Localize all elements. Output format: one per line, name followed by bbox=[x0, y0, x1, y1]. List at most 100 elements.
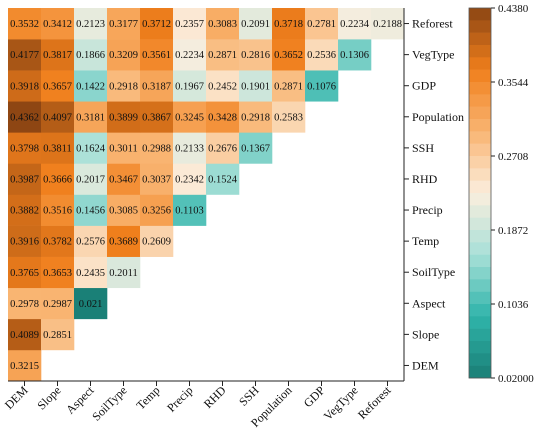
cell-value-label: 0.2435 bbox=[76, 268, 105, 279]
cell-value-label: 0.3882 bbox=[10, 206, 39, 217]
colorbar-tick-label: 0.4380 bbox=[498, 3, 529, 15]
heatmap-cell-gdp-vegtype bbox=[305, 39, 339, 71]
heatmap-cell-vegtype-reforest bbox=[338, 8, 372, 40]
heatmap-cells bbox=[8, 8, 405, 382]
heatmap-cell-slope-population bbox=[41, 101, 75, 133]
cell-value-label: 0.3181 bbox=[76, 112, 105, 123]
heatmap-cell-soiltype-temp bbox=[107, 225, 141, 257]
heatmap-cell-rhd-reforest bbox=[206, 8, 240, 40]
heatmap-cell-temp-ssh bbox=[140, 132, 174, 164]
heatmap-cell-slope-rhd bbox=[41, 163, 75, 195]
cell-value-label: 0.1076 bbox=[307, 81, 336, 92]
cell-value-label: 0.3532 bbox=[10, 19, 39, 30]
colorbar-band bbox=[469, 304, 491, 317]
heatmap-cell-slope-soiltype bbox=[41, 256, 75, 289]
colorbar-band bbox=[469, 242, 491, 255]
cell-value-label: 0.3657 bbox=[43, 81, 72, 92]
cell-value-label: 0.3467 bbox=[109, 175, 138, 186]
heatmap-cell-aspect-reforest bbox=[74, 8, 108, 40]
heatmap-cell-temp-precip bbox=[140, 194, 174, 226]
colorbar-band bbox=[469, 143, 491, 157]
column-label-temp: Temp bbox=[134, 383, 163, 412]
colorbar-band bbox=[469, 267, 491, 280]
heatmap-cell-population-vegtype bbox=[272, 39, 306, 71]
row-label-ssh: SSH bbox=[412, 141, 434, 155]
heatmap-cell-temp-population bbox=[140, 101, 174, 133]
cell-value-label: 0.3712 bbox=[142, 19, 171, 30]
colorbar-band bbox=[469, 217, 491, 231]
cell-value-label: 0.3918 bbox=[10, 81, 39, 92]
heatmap-cell-slope-slope bbox=[41, 318, 75, 351]
cell-value-label: 0.2357 bbox=[175, 19, 204, 30]
cell-value-label: 0.2234 bbox=[340, 19, 370, 30]
cell-value-label: 0.2871 bbox=[274, 81, 303, 92]
heatmap-cell-soiltype-precip bbox=[107, 194, 141, 226]
heatmap-cell-dem-vegtype bbox=[8, 39, 42, 71]
cell-value-label: 0.2816 bbox=[241, 50, 270, 61]
heatmap-cell-rhd-population bbox=[206, 101, 240, 133]
column-label-vegtype: VegType bbox=[321, 383, 361, 423]
heatmap-cell-dem-population bbox=[8, 101, 42, 133]
heatmap-cell-slope-reforest bbox=[41, 8, 75, 40]
heatmap-cell-soiltype-vegtype bbox=[107, 39, 141, 71]
cell-value-label: 0.3811 bbox=[43, 143, 72, 154]
colorbar-band bbox=[469, 168, 491, 181]
heatmap-cell-soiltype-reforest bbox=[107, 8, 141, 40]
heatmap-cell-rhd-rhd bbox=[206, 163, 240, 195]
heatmap-cell-precip-reforest bbox=[173, 8, 207, 40]
cell-value-label: 0.4177 bbox=[10, 50, 39, 61]
column-label-gdp: GDP bbox=[301, 383, 328, 410]
heatmap-cell-dem-aspect bbox=[8, 287, 42, 320]
cell-value-label: 0.2918 bbox=[109, 81, 138, 92]
heatmap-cell-dem-ssh bbox=[8, 132, 42, 164]
colorbar-band bbox=[469, 94, 491, 107]
cell-value-label: 0.3987 bbox=[10, 175, 39, 186]
colorbar-band bbox=[469, 279, 491, 292]
heatmap-cell-rhd-gdp bbox=[206, 70, 240, 102]
cell-value-label: 0.3798 bbox=[10, 143, 39, 154]
heatmap-cell-aspect-temp bbox=[74, 225, 108, 257]
heatmap-cell-dem-temp bbox=[8, 225, 42, 257]
heatmap-cell-dem-soiltype bbox=[8, 256, 42, 289]
heatmap-cell-slope-temp bbox=[41, 225, 75, 257]
cell-value-label: 0.2017 bbox=[76, 175, 105, 186]
colorbar-band bbox=[469, 365, 491, 379]
heatmap-cell-dem-gdp bbox=[8, 70, 42, 102]
heatmap-cell-reforest-reforest bbox=[371, 8, 405, 40]
heatmap-cell-precip-population bbox=[173, 101, 207, 133]
heatmap-cell-soiltype-ssh bbox=[107, 132, 141, 164]
cell-value-label: 0.2133 bbox=[175, 143, 204, 154]
cell-value-label: 0.2676 bbox=[208, 143, 237, 154]
cell-value-label: 0.2609 bbox=[142, 237, 171, 248]
cell-value-label: 0.4362 bbox=[10, 112, 39, 123]
colorbar-band bbox=[469, 32, 491, 46]
cell-value-label: 0.2091 bbox=[241, 19, 270, 30]
row-label-dem: DEM bbox=[412, 358, 439, 372]
colorbar-band bbox=[469, 341, 491, 354]
heatmap-cell-dem-rhd bbox=[8, 163, 42, 195]
colorbar-tick-label: 0.3544 bbox=[498, 77, 529, 89]
cell-value-label: 0.3256 bbox=[142, 206, 171, 217]
heatmap-cell-temp-reforest bbox=[140, 8, 174, 40]
heatmap-cell-population-population bbox=[272, 101, 306, 133]
row-label-population: Population bbox=[412, 110, 464, 124]
cell-value-label: 0.3765 bbox=[10, 268, 39, 279]
heatmap-cell-gdp-gdp bbox=[305, 70, 339, 102]
cell-value-label: 0.3916 bbox=[10, 237, 39, 248]
colorbar-band bbox=[469, 69, 491, 83]
colorbar-band bbox=[469, 131, 491, 144]
heatmap-cell-dem-reforest bbox=[8, 8, 42, 40]
cell-value-label: 0.3177 bbox=[109, 19, 138, 30]
cell-value-label: 0.3718 bbox=[274, 19, 303, 30]
heatmap-cell-temp-rhd bbox=[140, 163, 174, 195]
column-label-ssh: SSH bbox=[236, 383, 262, 409]
colorbar-tick-label: 0.02000 bbox=[498, 373, 534, 385]
heatmap-cell-slope-aspect bbox=[41, 287, 75, 320]
cell-value-label: 0.2583 bbox=[274, 112, 303, 123]
column-label-reforest: Reforest bbox=[355, 383, 394, 422]
cell-value-label: 0.3215 bbox=[10, 361, 39, 372]
cell-value-label: 0.3653 bbox=[43, 268, 72, 279]
row-label-aspect: Aspect bbox=[412, 296, 446, 310]
